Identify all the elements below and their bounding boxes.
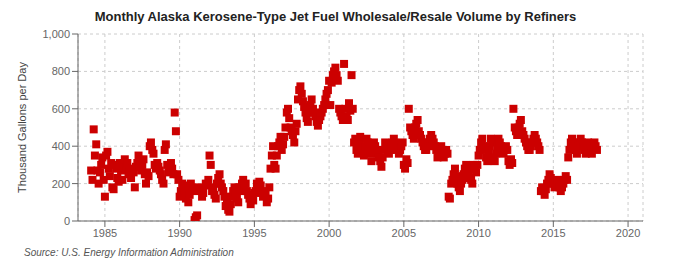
svg-text:800: 800: [52, 65, 70, 77]
html-text:Source: U.S. Energy Informatio: Source: U.S. Energy Information Administ…: [24, 247, 234, 258]
svg-text:2010: 2010: [466, 227, 490, 239]
svg-text:2020: 2020: [616, 227, 640, 239]
svg-text:200: 200: [52, 178, 70, 190]
svg-text:2015: 2015: [541, 227, 565, 239]
svg-text:2005: 2005: [392, 227, 416, 239]
html-text:Monthly Alaska Kerosene-Type J: Monthly Alaska Kerosene-Type Jet Fuel Wh…: [94, 9, 577, 24]
svg-text:600: 600: [52, 103, 70, 115]
svg-text:1,000: 1,000: [42, 28, 70, 40]
svg-text:Thousand Gallons per Day: Thousand Gallons per Day: [16, 62, 28, 193]
svg-text:1995: 1995: [242, 227, 266, 239]
svg-text:0: 0: [64, 215, 70, 227]
svg-text:1990: 1990: [167, 227, 191, 239]
svg-text:400: 400: [52, 140, 70, 152]
svg-text:1985: 1985: [93, 227, 117, 239]
svg-text:2000: 2000: [317, 227, 341, 239]
